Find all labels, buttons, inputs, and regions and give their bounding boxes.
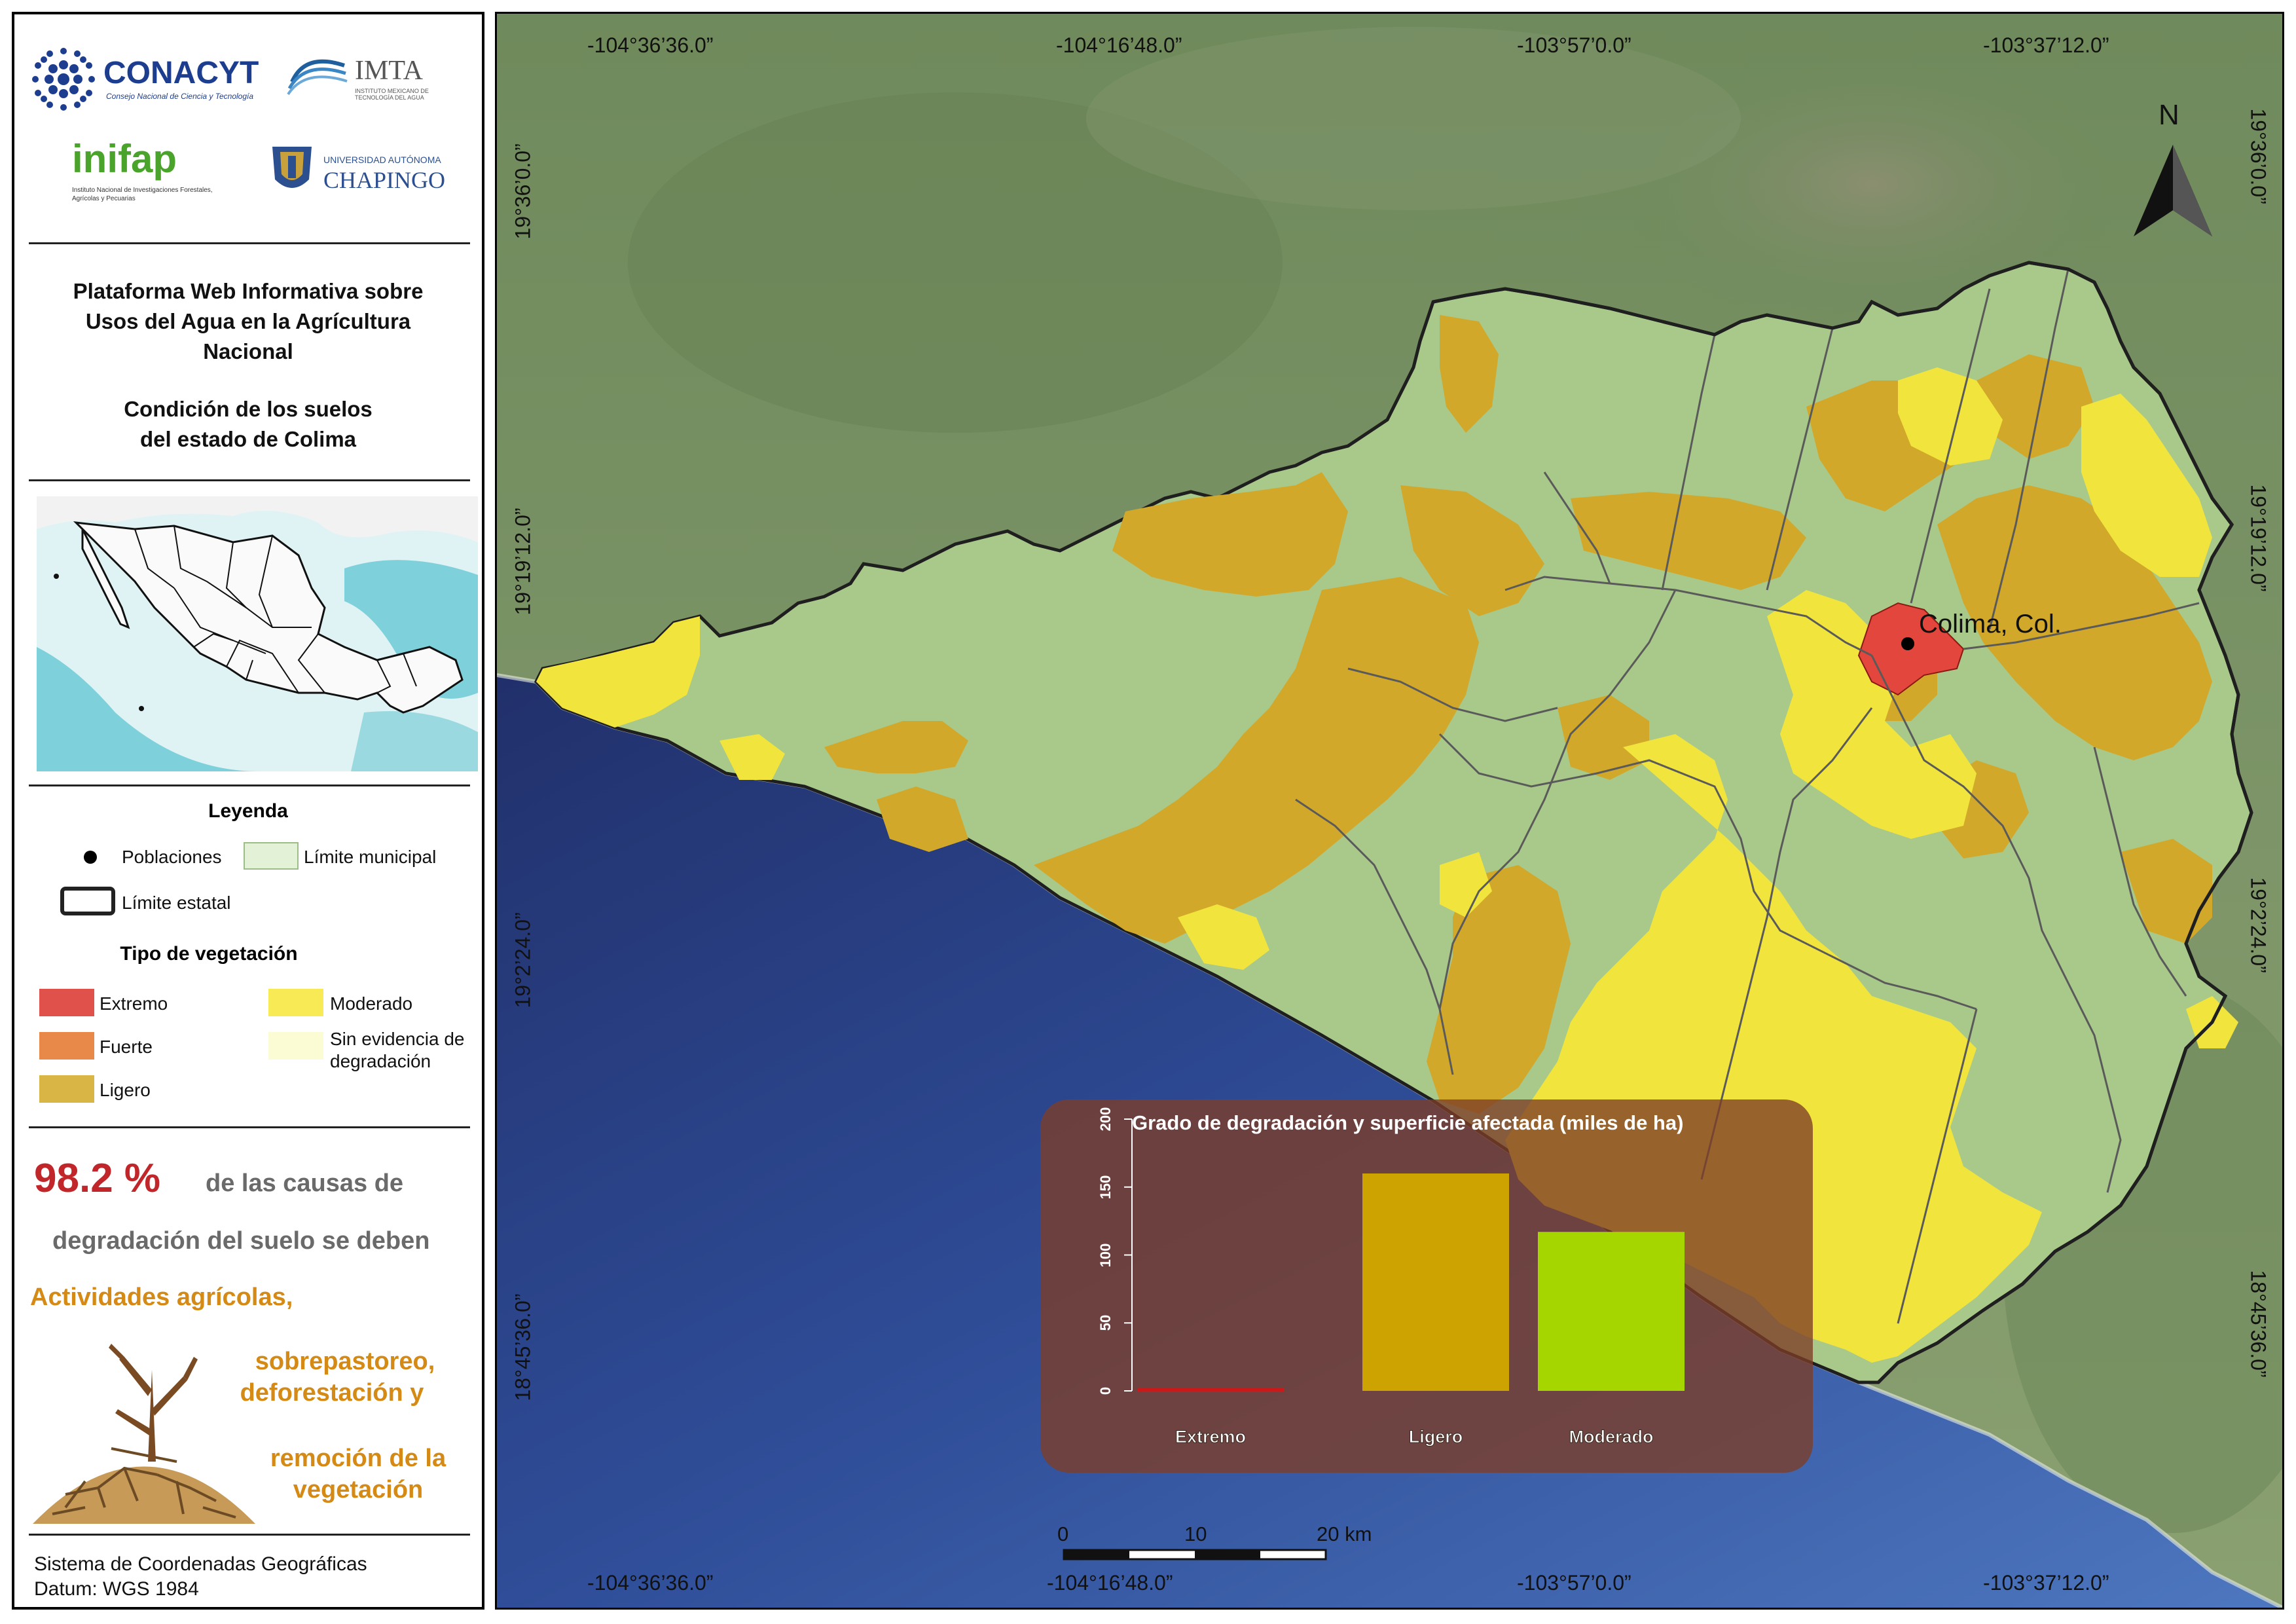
coord-top-3: -103°57’0.0” xyxy=(1517,33,1631,57)
conacyt-subtitle: Consejo Nacional de Ciencia y Tecnología xyxy=(106,92,254,101)
inifap-name: inifap xyxy=(72,137,177,181)
limite-estatal-swatch xyxy=(60,887,115,915)
imta-logo-icon xyxy=(287,59,348,96)
ligero-areas xyxy=(824,315,2212,1114)
north-label: N xyxy=(2159,99,2179,131)
coord-left-2: 19°19’12.0” xyxy=(511,507,535,616)
coord-right-1: 19°36’0.0” xyxy=(2246,108,2270,204)
y-tick-label: 100 xyxy=(1097,1243,1114,1267)
chart-plot xyxy=(1124,1118,1685,1392)
city-label: Colima, Col. xyxy=(1919,610,2062,638)
imta-subtitle: INSTITUTO MEXICANO DE TECNOLOGÍA DEL AGU… xyxy=(355,88,429,101)
coord-left-1: 19°36’0.0” xyxy=(511,143,535,240)
x-label-extremo: Extremo xyxy=(1175,1427,1247,1447)
title-line-3: Nacional xyxy=(203,339,293,363)
divider xyxy=(29,479,470,481)
subtitle-line-1: Condición de los suelos xyxy=(124,397,373,421)
stat-line-2: degradación del suelo se deben xyxy=(52,1227,430,1255)
swatch-ligero xyxy=(39,1075,94,1103)
scale-label-0: 0 xyxy=(1057,1522,1069,1545)
subtitle-line-2: del estado de Colima xyxy=(139,427,357,451)
legend-poblaciones: Poblaciones xyxy=(122,847,222,867)
causes-line-4: remoción de la xyxy=(270,1445,446,1472)
swatch-extremo xyxy=(39,989,94,1016)
coord-bottom-2: -104°16’48.0” xyxy=(1047,1571,1173,1595)
causes-line-1: Actividades agrícolas, xyxy=(30,1283,293,1311)
municipal-boundaries xyxy=(1295,268,2200,1324)
bar-ligero xyxy=(1362,1173,1509,1391)
swatch-fuerte xyxy=(39,1032,94,1060)
map-canvas[interactable] xyxy=(497,14,2282,1608)
chapingo-logo-icon xyxy=(272,147,312,188)
scale-label-20: 20 km xyxy=(1317,1522,1372,1545)
chapingo-name: CHAPINGO xyxy=(323,167,446,193)
footer-line-1: Sistema de Coordenadas Geográficas xyxy=(34,1553,367,1575)
legend-sin-evidencia-2: degradación xyxy=(330,1051,431,1071)
coord-left-4: 18°45’36.0” xyxy=(511,1293,535,1401)
north-arrow-icon xyxy=(2134,145,2212,236)
stat-percent: 98.2 % xyxy=(34,1156,161,1201)
legend-fuerte: Fuerte xyxy=(100,1037,153,1057)
footer-line-2: Datum: WGS 1984 xyxy=(34,1578,199,1600)
coord-top-1: -104°36’36.0” xyxy=(587,33,714,57)
divider xyxy=(29,242,470,244)
chapingo-top: UNIVERSIDAD AUTÓNOMA xyxy=(323,155,441,165)
vegetation-heading: Tipo de vegetación xyxy=(120,943,298,965)
swatch-moderado xyxy=(268,989,323,1016)
title-line-1: Plataforma Web Informativa sobre xyxy=(73,279,424,303)
legend-limite-estatal: Límite estatal xyxy=(122,893,231,913)
coord-top-4: -103°37’12.0” xyxy=(1983,33,2109,57)
bar-extremo xyxy=(1137,1388,1284,1392)
dry-tree-icon xyxy=(33,1344,255,1524)
mexico-inset-map xyxy=(37,496,478,771)
scale-label-10: 10 xyxy=(1184,1522,1207,1545)
bar-moderado xyxy=(1538,1232,1685,1391)
x-label-ligero: Ligero xyxy=(1408,1427,1463,1447)
degradation-chart: Grado de degradación y superficie afecta… xyxy=(1040,1099,1813,1473)
coord-right-2: 19°19’12.0” xyxy=(2246,484,2270,592)
limite-municipal-swatch xyxy=(244,842,299,870)
scale-bar xyxy=(1063,1549,1327,1560)
causes-line-3: deforestación y xyxy=(240,1379,424,1407)
swatch-sin-evidencia xyxy=(268,1032,323,1060)
divider xyxy=(29,1126,470,1128)
inifap-subtitle: Instituto Nacional de Investigaciones Fo… xyxy=(72,187,213,202)
conacyt-name: CONACYT xyxy=(103,56,259,90)
legend-extremo: Extremo xyxy=(100,993,168,1014)
causes-line-5: vegetación xyxy=(293,1476,424,1504)
legend-moderado: Moderado xyxy=(330,993,413,1014)
divider xyxy=(29,1534,470,1536)
coord-bottom-1: -104°36’36.0” xyxy=(587,1571,714,1595)
legend-limite-municipal: Límite municipal xyxy=(304,847,437,867)
coord-right-3: 19°2’24.0” xyxy=(2246,877,2270,973)
stat-line-1: de las causas de xyxy=(206,1170,404,1197)
coord-left-3: 19°2’24.0” xyxy=(511,912,535,1008)
conacyt-logo-icon xyxy=(32,48,95,111)
poblaciones-symbol-icon xyxy=(84,851,97,864)
coord-bottom-3: -103°57’0.0” xyxy=(1517,1571,1631,1595)
info-panel: CONACYT Consejo Nacional de Ciencia y Te… xyxy=(12,12,484,1610)
legend-heading: Leyenda xyxy=(208,800,288,822)
x-label-moderado: Moderado xyxy=(1569,1427,1654,1447)
divider xyxy=(29,784,470,786)
map-frame[interactable]: -104°36’36.0” -104°16’48.0” -103°57’0.0”… xyxy=(495,12,2284,1610)
y-tick-label: 200 xyxy=(1097,1107,1114,1132)
legend-ligero: Ligero xyxy=(100,1080,151,1100)
y-tick-label: 150 xyxy=(1097,1175,1114,1200)
title-line-2: Usos del Agua en la Agrícultura xyxy=(85,309,411,333)
chart-title: Grado de degradación y superficie afecta… xyxy=(1132,1111,1684,1134)
coord-top-2: -104°16’48.0” xyxy=(1056,33,1182,57)
y-tick-label: 50 xyxy=(1097,1315,1114,1331)
coord-bottom-4: -103°37’12.0” xyxy=(1983,1571,2109,1595)
legend-sin-evidencia: Sin evidencia de xyxy=(330,1029,465,1049)
causes-line-2: sobrepastoreo, xyxy=(255,1348,435,1375)
y-tick-label: 0 xyxy=(1097,1386,1114,1395)
coord-right-4: 18°45’36.0” xyxy=(2246,1270,2270,1378)
colima-city-point[interactable] xyxy=(1901,637,1914,650)
imta-name: IMTA xyxy=(355,56,423,86)
